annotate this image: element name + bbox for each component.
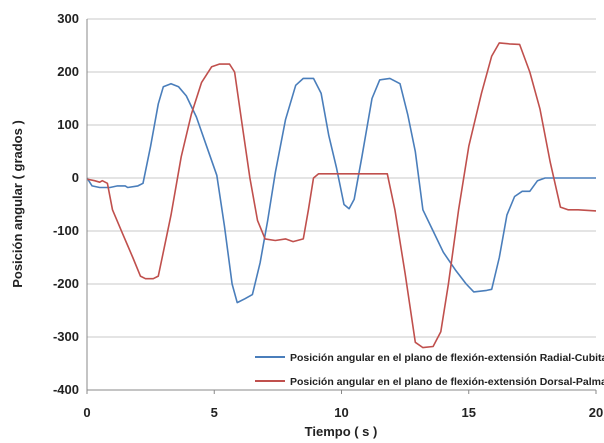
grid-lines	[87, 18, 596, 391]
series-lines	[86, 42, 597, 349]
y-tick-label: -100	[53, 223, 79, 238]
x-tick-label: 0	[83, 405, 90, 420]
x-tick-label: 15	[462, 405, 476, 420]
series-line-1	[86, 77, 596, 304]
x-tick-label: 10	[334, 405, 348, 420]
x-tick-label: 5	[211, 405, 218, 420]
series-line-2	[86, 42, 597, 349]
y-tick-label: -200	[53, 276, 79, 291]
x-tick-label: 20	[589, 405, 603, 420]
y-axis-title: Posición angular ( grados )	[10, 120, 25, 288]
legend-label: Posición angular en el plano de flexión-…	[290, 376, 604, 388]
x-axis-title: Tiempo ( s )	[305, 424, 378, 439]
y-tick-label: 200	[57, 64, 79, 79]
y-tick-labels: -400 -300 -200 -100 0 100 200 300	[53, 11, 79, 397]
y-tick-label: -300	[53, 329, 79, 344]
y-tick-label: -400	[53, 382, 79, 397]
y-tick-label: 100	[57, 117, 79, 132]
x-tick-labels: 0 5 10 15 20	[83, 390, 603, 420]
y-tick-label: 300	[57, 11, 79, 26]
legend-label: Posición angular en el plano de flexión-…	[290, 352, 604, 364]
legend: Posición angular en el plano de flexión-…	[255, 352, 604, 388]
y-tick-label: 0	[72, 170, 79, 185]
